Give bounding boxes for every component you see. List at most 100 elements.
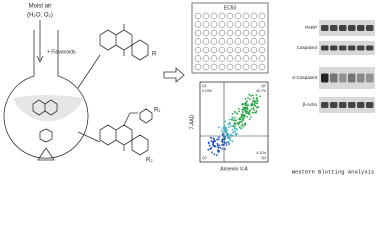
event-dot bbox=[252, 94, 254, 97]
event-dot bbox=[228, 137, 231, 140]
event-dot bbox=[245, 106, 248, 109]
western-blot: Western Blotting Analysis PARP Caspase3 cl… bbox=[292, 20, 375, 175]
well bbox=[242, 46, 250, 54]
well bbox=[218, 21, 226, 28]
well bbox=[218, 12, 226, 20]
event-dot bbox=[248, 113, 251, 116]
well bbox=[234, 29, 242, 37]
well bbox=[258, 29, 266, 37]
event-dot bbox=[247, 96, 249, 99]
event-dot bbox=[236, 128, 238, 131]
event-dot bbox=[223, 139, 226, 142]
blot-band bbox=[348, 102, 356, 108]
event-dot bbox=[211, 143, 214, 146]
event-dot bbox=[249, 116, 252, 119]
blot-caption: Western Blotting Analysis bbox=[292, 168, 375, 175]
blot-band bbox=[330, 73, 338, 83]
event-dot bbox=[238, 110, 241, 113]
event-dot bbox=[225, 142, 228, 144]
event-dot bbox=[208, 144, 211, 147]
event-dot bbox=[233, 127, 236, 130]
well bbox=[250, 46, 258, 54]
event-dot bbox=[217, 146, 220, 149]
event-dot bbox=[207, 148, 210, 151]
event-dot bbox=[253, 111, 255, 114]
event-dot bbox=[239, 118, 242, 121]
blot-band bbox=[321, 102, 329, 108]
well bbox=[226, 63, 234, 71]
event-dot bbox=[252, 97, 255, 100]
event-dot bbox=[227, 141, 230, 144]
event-dot bbox=[210, 147, 212, 150]
well bbox=[202, 21, 210, 28]
event-dot bbox=[232, 118, 235, 121]
well bbox=[210, 38, 218, 45]
blot-band bbox=[366, 45, 374, 51]
event-dot bbox=[256, 99, 258, 102]
event-dot bbox=[253, 103, 256, 106]
event-dot bbox=[220, 139, 223, 142]
event-dot bbox=[233, 125, 236, 128]
event-dot bbox=[253, 100, 256, 103]
event-dot bbox=[244, 124, 246, 126]
well bbox=[258, 38, 266, 45]
blot-band bbox=[339, 73, 347, 83]
well bbox=[234, 12, 242, 20]
well bbox=[194, 63, 202, 71]
event-dot bbox=[250, 94, 253, 97]
event-dot bbox=[212, 141, 215, 143]
event-dot bbox=[250, 107, 253, 110]
well bbox=[258, 46, 266, 54]
event-dot bbox=[216, 144, 219, 147]
event-dot bbox=[233, 116, 236, 119]
event-dot bbox=[216, 138, 219, 141]
well bbox=[242, 55, 250, 62]
well bbox=[210, 46, 218, 54]
event-dot bbox=[238, 122, 241, 125]
event-dot bbox=[236, 121, 239, 124]
blot-band bbox=[330, 45, 338, 51]
blot-label: Caspase3 bbox=[297, 45, 318, 50]
event-dot bbox=[213, 145, 216, 147]
event-dot bbox=[255, 94, 258, 96]
event-dot bbox=[249, 109, 252, 112]
event-dot bbox=[242, 111, 244, 113]
event-dot bbox=[224, 120, 227, 123]
reagent: Moist air bbox=[29, 4, 52, 10]
event-dot bbox=[246, 115, 248, 118]
well bbox=[218, 38, 226, 45]
well bbox=[194, 29, 202, 37]
event-dot bbox=[216, 142, 219, 145]
well bbox=[226, 29, 234, 37]
event-dot bbox=[246, 100, 248, 102]
well bbox=[210, 63, 218, 71]
graphical-abstract: Moist air (H₂O, O₂) + Flavonoids R R₁ R₂… bbox=[3, 2, 375, 175]
well bbox=[242, 29, 250, 37]
event-dot bbox=[221, 134, 224, 136]
event-dot bbox=[251, 100, 254, 103]
well bbox=[218, 63, 226, 71]
well bbox=[194, 46, 202, 54]
well bbox=[258, 55, 266, 62]
event-dot bbox=[259, 95, 262, 98]
event-dot bbox=[253, 108, 256, 111]
blot-strip bbox=[319, 67, 375, 89]
event-dot bbox=[228, 143, 230, 145]
well bbox=[250, 29, 258, 37]
blot-band bbox=[330, 102, 338, 108]
event-dot bbox=[247, 112, 250, 115]
well bbox=[202, 55, 210, 62]
blot-band bbox=[321, 73, 329, 83]
event-dot bbox=[210, 139, 213, 142]
blot-band bbox=[366, 25, 374, 31]
event-dot bbox=[241, 103, 243, 106]
event-dot bbox=[239, 121, 242, 123]
event-dot bbox=[220, 129, 223, 132]
event-dot bbox=[239, 116, 242, 119]
event-dot bbox=[238, 118, 241, 121]
blot-band bbox=[348, 45, 356, 51]
additive: + Flavonoids bbox=[47, 49, 76, 55]
event-dot bbox=[231, 112, 234, 115]
event-dot bbox=[227, 126, 230, 129]
event-dot bbox=[250, 102, 253, 105]
